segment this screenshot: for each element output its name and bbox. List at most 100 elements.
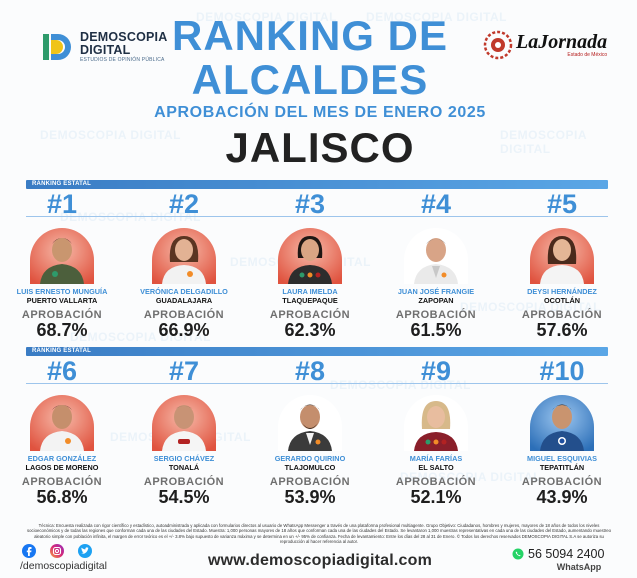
- mayor-card: #9 MARÍA FARÍAS EL SALTO APROBACIÓN 52.1…: [374, 357, 494, 507]
- watermark: DEMOSCOPIA DIGITAL: [40, 128, 181, 142]
- facebook-icon[interactable]: [22, 544, 36, 558]
- ranking-bar-bottom: RANKING ESTATAL: [26, 347, 608, 356]
- mayor-photo: [278, 228, 342, 284]
- ranking-label: RANKING ESTATAL: [32, 181, 91, 187]
- rank-number: #2: [168, 189, 200, 219]
- mayor-city: TLAQUEPAQUE: [282, 296, 338, 305]
- mayor-card: #2 VERÓNICA DELGADILLO GUADALAJARA APROB…: [122, 190, 242, 340]
- mayor-name: MARÍA FARÍAS: [409, 454, 463, 463]
- mayor-city: TONALÁ: [168, 463, 200, 472]
- mayor-photo: [278, 395, 342, 451]
- mayor-name: GERARDO QUIRINO: [274, 454, 346, 463]
- rank-number: #3: [294, 189, 326, 219]
- ranking-bar-top: RANKING ESTATAL: [26, 180, 608, 189]
- approval-label: APROBACIÓN: [21, 309, 103, 321]
- la-jornada-emblem-icon: [483, 30, 513, 60]
- social-handle[interactable]: /demoscopiadigital: [20, 560, 107, 572]
- title-line-2: ALCALDES: [191, 56, 429, 103]
- approval-value: 52.1%: [410, 487, 462, 507]
- rank-number: #6: [46, 356, 78, 386]
- mayor-photo: [530, 228, 594, 284]
- approval-value: 53.9%: [284, 487, 336, 507]
- mayor-card: #5 DEYSI HERNÁNDEZ OCOTLÁN APROBACIÓN 57…: [500, 190, 620, 340]
- mayor-card: #1 LUIS ERNESTO MUNGUÍA PUERTO VALLARTA …: [0, 190, 120, 340]
- approval-value: 66.9%: [158, 320, 210, 340]
- whatsapp-number[interactable]: 56 5094 2400: [528, 547, 605, 561]
- mayor-photo: [30, 395, 94, 451]
- mayor-city: ZAPOPAN: [418, 296, 454, 305]
- approval-label: APROBACIÓN: [143, 476, 225, 488]
- mayor-photo: [404, 395, 468, 451]
- mayor-name: MIGUEL ESQUIVIAS: [526, 454, 597, 463]
- mayor-city: EL SALTO: [418, 463, 454, 472]
- approval-value: 68.7%: [36, 320, 88, 340]
- mayor-photo: [152, 395, 216, 451]
- mayor-name: LUIS ERNESTO MUNGUÍA: [16, 287, 108, 296]
- mayor-city: TLAJOMULCO: [284, 463, 336, 472]
- rank-number: #4: [420, 189, 452, 219]
- rank-number: #9: [420, 356, 452, 386]
- mayor-name: DEYSI HERNÁNDEZ: [527, 287, 597, 296]
- mayor-name: LAURA IMELDA: [282, 287, 338, 296]
- mayor-name: VERÓNICA DELGADILLO: [140, 287, 228, 296]
- whatsapp-contact[interactable]: 56 5094 2400: [512, 547, 604, 561]
- approval-value: 56.8%: [36, 487, 88, 507]
- approval-label: APROBACIÓN: [395, 476, 477, 488]
- divider: [26, 383, 608, 384]
- approval-value: 57.6%: [536, 320, 588, 340]
- mayor-photo: [404, 228, 468, 284]
- state-title: JALISCO: [225, 124, 415, 171]
- brand-name: DEMOSCOPIA: [80, 30, 168, 44]
- social-icons: [22, 544, 92, 558]
- approval-label: APROBACIÓN: [143, 309, 225, 321]
- mayor-card: #8 GERARDO QUIRINO TLAJOMULCO APROBACIÓN…: [248, 357, 368, 507]
- approval-label: APROBACIÓN: [395, 309, 477, 321]
- mayor-city: OCOTLÁN: [543, 296, 581, 305]
- approval-label: APROBACIÓN: [521, 476, 603, 488]
- approval-label: APROBACIÓN: [21, 476, 103, 488]
- partner-name: LaJornada: [516, 31, 608, 53]
- watermark: DEMOSCOPIA DIGITAL: [500, 128, 587, 156]
- divider: [26, 216, 608, 217]
- website-link[interactable]: www.demoscopiadigital.com: [208, 552, 432, 569]
- mayor-card: #3 LAURA IMELDA TLAQUEPAQUE APROBACIÓN 6…: [248, 190, 368, 340]
- mayor-photo: [30, 228, 94, 284]
- mayor-photo: [530, 395, 594, 451]
- mayor-card: #6 EDGAR GONZÁLEZ LAGOS DE MORENO APROBA…: [0, 357, 120, 507]
- rank-number: #10: [539, 356, 585, 386]
- approval-value: 43.9%: [536, 487, 588, 507]
- mayor-name: SERGIO CHÁVEZ: [153, 454, 215, 463]
- mayor-name: JUAN JOSÉ FRANGIE: [397, 287, 475, 296]
- mayor-card: #7 SERGIO CHÁVEZ TONALÁ APROBACIÓN 54.5%: [122, 357, 242, 507]
- approval-label: APROBACIÓN: [269, 309, 351, 321]
- mayor-card: #4 JUAN JOSÉ FRANGIE ZAPOPAN APROBACIÓN …: [374, 190, 494, 340]
- approval-value: 61.5%: [410, 320, 462, 340]
- rank-number: #8: [294, 356, 326, 386]
- mayor-card: #10 MIGUEL ESQUIVIAS TEPATITLÁN APROBACI…: [500, 357, 620, 507]
- approval-label: APROBACIÓN: [521, 309, 603, 321]
- ranking-label: RANKING ESTATAL: [32, 348, 91, 354]
- twitter-icon[interactable]: [78, 544, 92, 558]
- brand-name-2: DIGITAL: [80, 42, 131, 57]
- title-line-1: RANKING DE: [171, 12, 448, 59]
- partner-sub: Estado de México: [567, 52, 608, 58]
- mayor-city: LAGOS DE MORENO: [25, 463, 99, 472]
- rank-number: #1: [46, 189, 78, 219]
- mayor-city: PUERTO VALLARTA: [26, 296, 98, 305]
- whatsapp-label: WhatsApp: [556, 562, 602, 572]
- mayor-name: EDGAR GONZÁLEZ: [27, 454, 97, 463]
- approval-label: APROBACIÓN: [269, 476, 351, 488]
- demoscopia-d-icon: [40, 30, 74, 64]
- rank-number: #7: [168, 356, 200, 386]
- approval-value: 54.5%: [158, 487, 210, 507]
- mayor-city: TEPATITLÁN: [539, 463, 585, 472]
- approval-value: 62.3%: [284, 320, 336, 340]
- poster-subtitle: APROBACIÓN DEL MES DE ENERO 2025: [154, 104, 486, 121]
- demoscopia-logo: DEMOSCOPIA DIGITAL ESTUDIOS DE OPINIÓN P…: [40, 30, 167, 64]
- mayor-photo: [152, 228, 216, 284]
- brand-tagline: ESTUDIOS DE OPINIÓN PÚBLICA: [80, 57, 165, 63]
- poster-title: RANKING DE ALCALDES: [150, 12, 470, 103]
- whatsapp-icon: [512, 548, 524, 560]
- instagram-icon[interactable]: [50, 544, 64, 558]
